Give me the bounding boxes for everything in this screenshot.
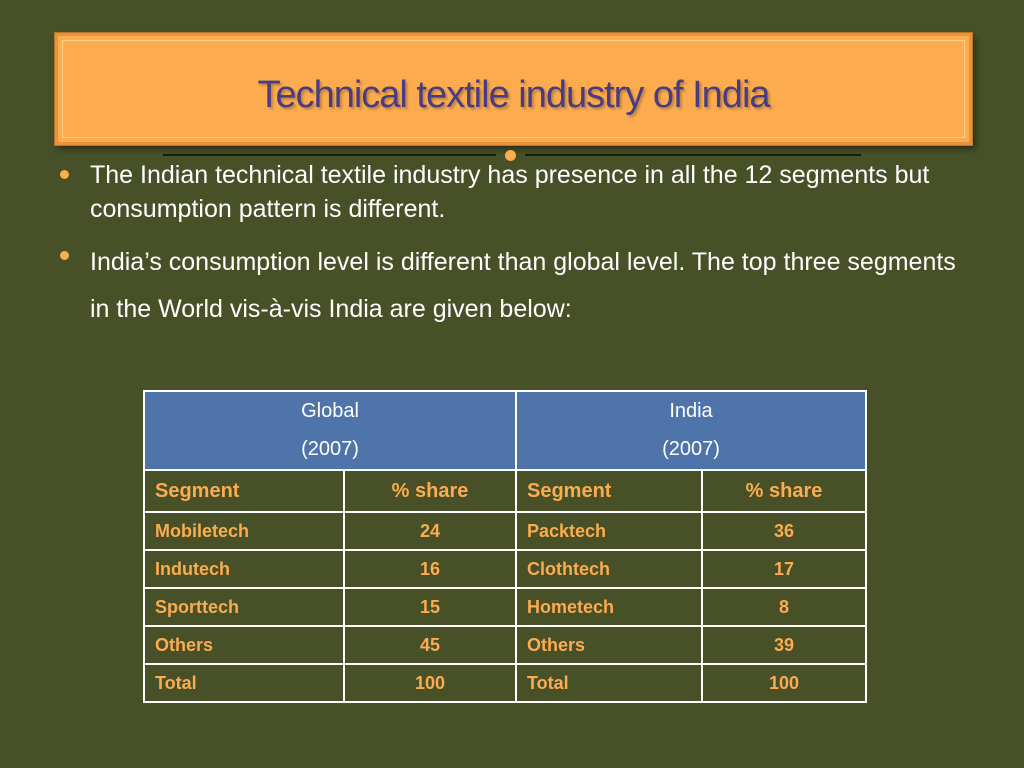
- column-header: % share: [701, 469, 867, 513]
- group-header-global: Global (2007): [143, 390, 517, 471]
- table-cell: Total: [515, 663, 703, 703]
- table-cell: 24: [343, 511, 517, 551]
- table-cell: Sporttech: [143, 587, 345, 627]
- column-header: % share: [343, 469, 517, 513]
- column-header: Segment: [143, 469, 345, 513]
- table-cell: 15: [343, 587, 517, 627]
- table-cell: Total: [143, 663, 345, 703]
- bullet-item: The Indian technical textile industry ha…: [60, 158, 960, 226]
- table-group-header-row: Global (2007) India (2007): [143, 390, 867, 471]
- bullet-text: The Indian technical textile industry ha…: [90, 161, 930, 223]
- table-cell: 17: [701, 549, 867, 589]
- table-cell: Others: [143, 625, 345, 665]
- table-row: Total 100 Total 100: [143, 663, 867, 703]
- table-cell: 39: [701, 625, 867, 665]
- table-row: Indutech 16 Clothtech 17: [143, 549, 867, 589]
- group-year: (2007): [662, 438, 720, 460]
- bullet-dot-icon: [60, 170, 69, 179]
- group-header-india: India (2007): [515, 390, 867, 471]
- table-cell: Mobiletech: [143, 511, 345, 551]
- table-cell: 100: [701, 663, 867, 703]
- table-cell: Others: [515, 625, 703, 665]
- table-row: Others 45 Others 39: [143, 625, 867, 665]
- bullet-text: India’s consumption level is different t…: [90, 248, 956, 323]
- group-name: Global: [301, 400, 359, 422]
- title-banner: Technical textile industry of India: [55, 33, 972, 145]
- table-cell: Hometech: [515, 587, 703, 627]
- table-cell: Indutech: [143, 549, 345, 589]
- table-cell: 36: [701, 511, 867, 551]
- table-cell: 100: [343, 663, 517, 703]
- segment-share-table: Global (2007) India (2007) Segment % sha…: [143, 390, 867, 703]
- divider-right: [525, 154, 861, 156]
- table-cell: 16: [343, 549, 517, 589]
- group-year: (2007): [301, 438, 359, 460]
- bullet-dot-icon: [60, 251, 69, 260]
- slide-title: Technical textile industry of India: [257, 74, 770, 116]
- table-cell: 45: [343, 625, 517, 665]
- title-banner-inner-border: [62, 40, 965, 138]
- divider-left: [163, 154, 496, 156]
- bullet-list: The Indian technical textile industry ha…: [60, 158, 960, 333]
- table-row: Sporttech 15 Hometech 8: [143, 587, 867, 627]
- table-cell: Packtech: [515, 511, 703, 551]
- group-name: India: [669, 400, 713, 422]
- table-row: Mobiletech 24 Packtech 36: [143, 511, 867, 551]
- table-column-header-row: Segment % share Segment % share: [143, 469, 867, 513]
- bullet-item: India’s consumption level is different t…: [60, 239, 960, 333]
- column-header: Segment: [515, 469, 703, 513]
- table-cell: 8: [701, 587, 867, 627]
- divider-dot: [505, 150, 516, 161]
- table-cell: Clothtech: [515, 549, 703, 589]
